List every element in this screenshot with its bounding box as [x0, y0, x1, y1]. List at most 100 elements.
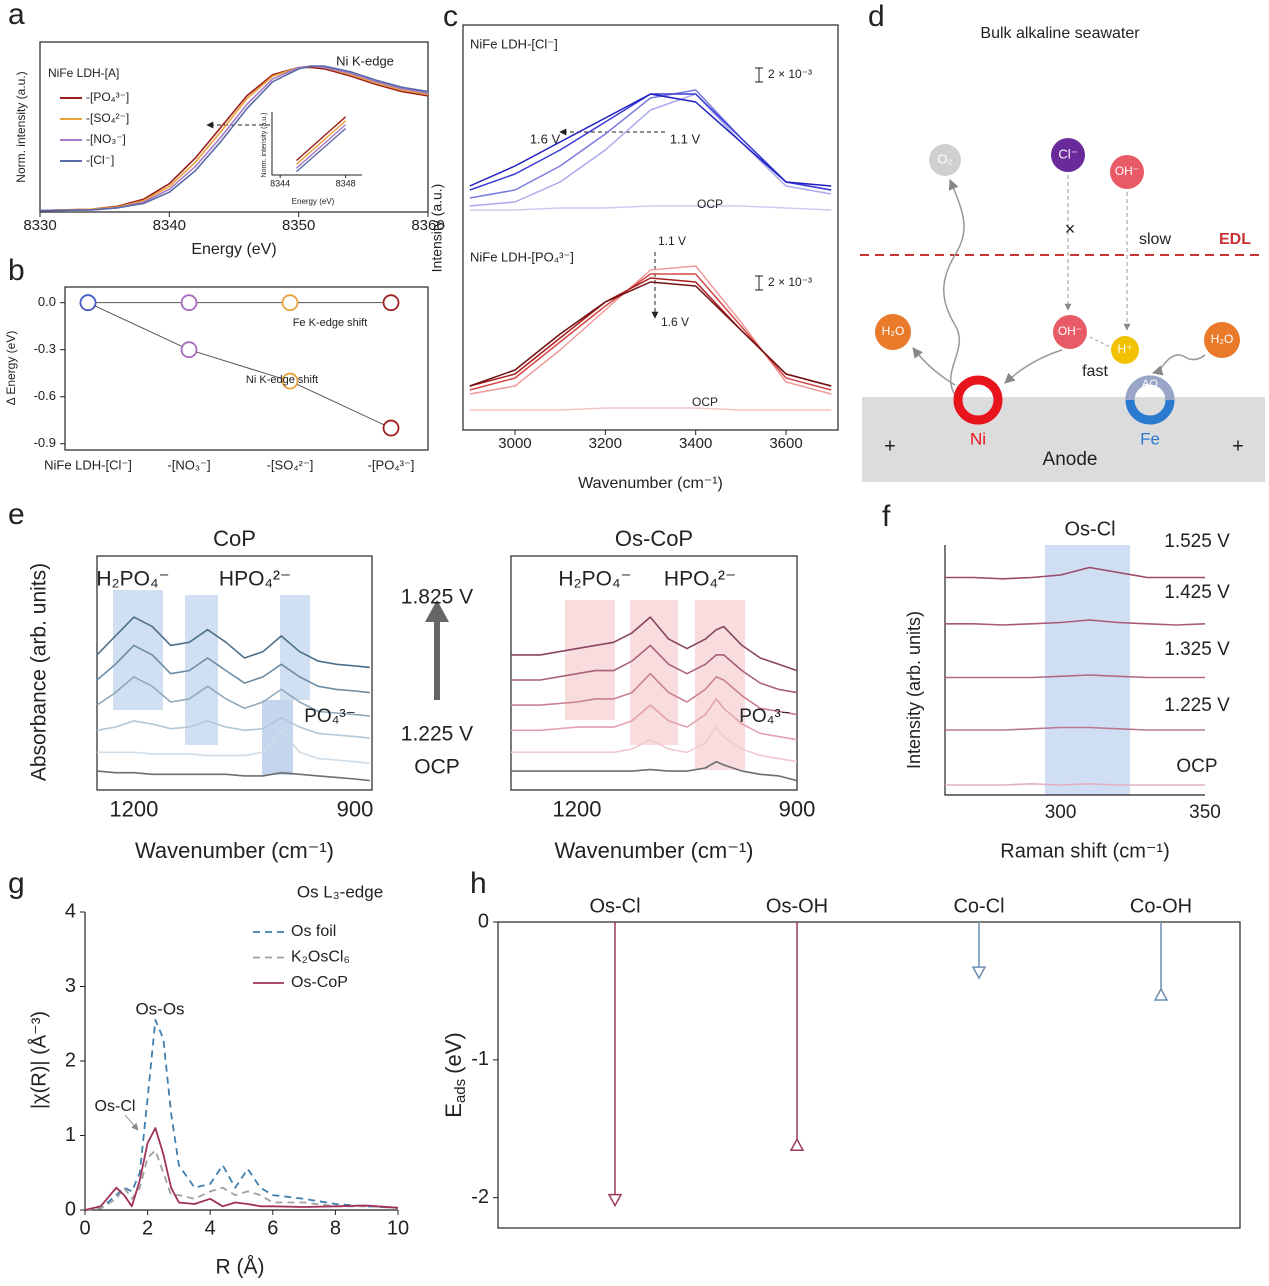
series-line	[945, 566, 1205, 580]
series-line	[97, 729, 370, 765]
y-tick-label: -0.6	[34, 388, 56, 403]
fast-label: fast	[1082, 363, 1108, 380]
annotation: Os-Os	[135, 999, 184, 1018]
annotation: HPO₄²⁻	[219, 568, 291, 591]
legend-label: -[NO₃⁻]	[86, 132, 126, 146]
annotation: OCP	[697, 197, 723, 211]
axis-frame	[96, 555, 373, 791]
x-tick-label: Os-Cl	[589, 895, 640, 917]
point	[281, 294, 299, 312]
point	[281, 372, 299, 390]
h2o-out-arrow	[912, 347, 956, 386]
y-axis-label: Absorbance (arb. units)	[28, 563, 51, 781]
series-line	[945, 726, 1205, 731]
h2o-label: H₂O	[882, 324, 905, 338]
x-axis-label: Wavenumber (cm⁻¹)	[578, 475, 723, 492]
marker	[1153, 987, 1169, 1001]
annotation: 1.1 V	[670, 131, 701, 146]
y-tick-label: -1	[471, 1048, 489, 1070]
o2-species	[929, 144, 961, 176]
series-line	[511, 726, 798, 763]
chart-title: Os L₃-edge	[297, 882, 383, 901]
axis-frame	[84, 912, 398, 1211]
annotation: 2 × 10⁻³	[768, 275, 812, 289]
band	[1045, 545, 1130, 795]
x-tick-label: -[NO₃⁻]	[167, 457, 210, 472]
point	[79, 294, 97, 312]
axis-frame	[944, 545, 1205, 796]
series-line	[469, 407, 832, 411]
legend-label: Os-CoP	[291, 974, 348, 991]
series-line	[39, 66, 429, 212]
y-axis-label: Intensity (a.u.)	[429, 184, 445, 273]
annotation: Ni K-edge shift	[246, 374, 318, 386]
marker	[607, 1193, 623, 1208]
legend-label: -[PO₄³⁻]	[86, 90, 129, 104]
annotation: NiFe LDH-[Cl⁻]	[470, 36, 558, 51]
oh-species	[1110, 155, 1144, 189]
y-tick-label: 3	[65, 975, 76, 997]
series-line	[511, 616, 798, 672]
x-tick-label: 3200	[589, 435, 622, 452]
potential-arrow-head	[425, 600, 449, 622]
x-tick-label: 0	[79, 1217, 90, 1239]
panel-label: d	[868, 0, 885, 33]
annotation: OCP	[1176, 756, 1217, 777]
axis-frame	[510, 555, 798, 791]
ao-layer	[1125, 375, 1175, 401]
legend-label: K₂OsCl₆	[291, 949, 350, 966]
h2o-species	[1204, 322, 1240, 358]
y-tick-label: -2	[471, 1186, 489, 1208]
panel-label: a	[8, 0, 25, 31]
panel-label: f	[882, 500, 891, 533]
series-line	[87, 302, 392, 429]
x-tick-label: 3000	[498, 435, 531, 452]
anode-label: Anode	[1043, 449, 1098, 470]
series-line	[945, 674, 1205, 679]
series-line	[511, 644, 798, 694]
ni-site	[953, 375, 1003, 425]
series-line	[39, 65, 429, 212]
y-tick-label: 0.0	[38, 294, 56, 309]
x-tick-label: 900	[337, 797, 374, 822]
y-axis-label: Norm. intensity (a.u.)	[261, 113, 268, 178]
series-line	[296, 127, 347, 173]
legend-label: -[SO₄²⁻]	[86, 111, 129, 125]
os-cl-arrow	[124, 1114, 139, 1131]
plus-sign: +	[884, 435, 896, 457]
y-axis-label-part: (eV)	[441, 1032, 466, 1074]
y-tick-label: 1	[65, 1124, 76, 1146]
annotation: H₂PO₄⁻	[558, 568, 631, 591]
series-line	[469, 89, 832, 199]
y-tick-label: -0.3	[34, 341, 56, 356]
h-bond	[1089, 336, 1111, 348]
oh-species	[1053, 315, 1087, 349]
band	[113, 590, 163, 710]
series-line	[84, 1019, 399, 1211]
annotation: 1.6 V	[661, 315, 689, 329]
series-line	[84, 1149, 399, 1211]
annotation: 1.6 V	[530, 131, 561, 146]
series-line	[96, 676, 370, 717]
annotation: 1.525 V	[1164, 531, 1230, 552]
ni-label: Ni	[970, 429, 986, 448]
annotation: H₂PO₄⁻	[96, 568, 169, 591]
y-tick-label: 0	[478, 910, 489, 932]
series-line	[96, 616, 370, 669]
annotation: 1.425 V	[1164, 582, 1230, 603]
y-axis-label: Norm. intensity (a.u.)	[14, 71, 28, 182]
y-tick-label: 0	[65, 1198, 76, 1220]
plus-sign: +	[1232, 435, 1244, 457]
axis-frame	[64, 286, 429, 451]
y-axis-label: |χ(R)| (Å⁻³)	[27, 1011, 50, 1109]
x-tick-label: 6	[267, 1217, 278, 1239]
diagram-d: d Bulk alkaline seawater EDL O₂ Cl⁻ OH⁻ …	[860, 0, 1265, 482]
legend-label: Os foil	[291, 923, 336, 940]
diagram-title: Bulk alkaline seawater	[980, 25, 1140, 42]
series-line	[96, 770, 370, 782]
cl-species	[1051, 138, 1085, 172]
x-tick-label: 350	[1189, 802, 1221, 823]
x-tick-label: 1200	[109, 797, 158, 822]
y-axis-label: Δ Energy (eV)	[4, 331, 18, 406]
series-line	[469, 93, 832, 207]
